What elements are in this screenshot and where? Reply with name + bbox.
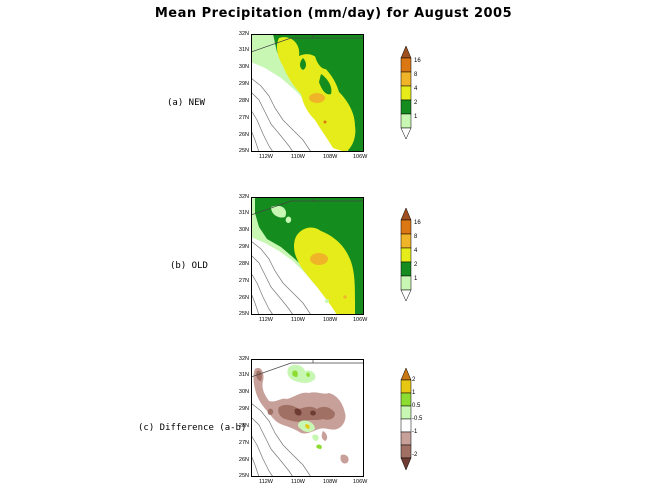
lat-label: 25N — [238, 473, 249, 479]
lat-label: 25N — [238, 148, 249, 154]
colorbar-precip-new — [400, 45, 412, 144]
colorbar-label: -2 — [412, 452, 418, 458]
lat-label: 26N — [238, 132, 249, 138]
precip-map-old — [250, 197, 364, 316]
diff-contour-neg-2 — [294, 408, 302, 416]
lat-label: 29N — [238, 81, 249, 87]
border — [250, 359, 364, 378]
lat-label: 30N — [238, 389, 249, 395]
lat-label: 27N — [238, 115, 249, 121]
lon-label: 110W — [291, 479, 305, 485]
lat-label: 29N — [238, 406, 249, 412]
lat-label: 26N — [238, 295, 249, 301]
panel-c-label: (c) Difference (a-b) — [138, 423, 247, 433]
lat-label: 26N — [238, 457, 249, 463]
lat-label: 32N — [238, 31, 249, 37]
coastline — [250, 402, 312, 478]
lon-label: 112W — [259, 317, 273, 323]
panel-a-label: (a) NEW — [167, 98, 205, 108]
precip-contour-8 — [310, 253, 328, 265]
colorbar-label: 8 — [414, 72, 418, 78]
lon-label: 106W — [353, 479, 368, 485]
colorbar-label: 2 — [414, 100, 418, 106]
panel-b-label: (b) OLD — [170, 261, 208, 271]
colorbar-label: 2 — [412, 377, 416, 383]
lat-label: 30N — [238, 64, 249, 70]
colorbar-label: 1 — [412, 390, 416, 396]
precip-contour-8 — [309, 93, 325, 103]
colorbar-label: 1 — [414, 276, 418, 282]
diff-contour-pos-2 — [305, 424, 310, 429]
precip-map-new — [250, 34, 364, 153]
lat-label: 25N — [238, 311, 249, 317]
lat-label: 28N — [238, 261, 249, 267]
colorbar-label: 16 — [414, 220, 421, 226]
map-panel-a — [250, 34, 364, 153]
lon-label: 106W — [353, 154, 368, 160]
lat-label: 31N — [238, 210, 249, 216]
figure-title: Mean Precipitation (mm/day) for August 2… — [154, 6, 513, 21]
lat-label: 28N — [238, 423, 249, 429]
lat-label: 32N — [238, 194, 249, 200]
lon-label: 112W — [259, 479, 273, 485]
diff-contour-pos-0.5 — [287, 364, 316, 383]
diff-contour-neg-1 — [256, 370, 262, 381]
lat-label: 28N — [238, 98, 249, 104]
colorbar-label: 1 — [414, 114, 418, 120]
lon-label: 108W — [323, 154, 338, 160]
lat-label: 31N — [238, 372, 249, 378]
lat-label: 32N — [238, 356, 249, 362]
map-panel-c — [250, 359, 364, 478]
lat-label: 27N — [238, 440, 249, 446]
colorbar-label: -1 — [412, 429, 418, 435]
colorbar-label: 2 — [414, 262, 418, 268]
colorbar-label: 4 — [414, 248, 418, 254]
lon-label: 108W — [323, 479, 338, 485]
lat-label: 29N — [238, 244, 249, 250]
lat-label: 30N — [238, 227, 249, 233]
map-panel-b — [250, 197, 364, 316]
colorbar-label: 0.5 — [412, 403, 421, 409]
coastline — [250, 240, 312, 316]
border — [250, 197, 364, 216]
precip-contour-4 — [294, 227, 355, 315]
lon-label: 108W — [323, 317, 338, 323]
lon-label: 110W — [291, 317, 305, 323]
colorbar-label: 4 — [414, 86, 418, 92]
colorbar-label: 16 — [414, 58, 421, 64]
coastline — [250, 77, 312, 153]
lon-label: 110W — [291, 154, 305, 160]
lon-label: 112W — [259, 154, 273, 160]
colorbar-precip-old — [400, 207, 412, 306]
lon-label: 106W — [353, 317, 368, 323]
diff-contour-pos-1 — [292, 370, 298, 377]
colorbar-label: -0.5 — [412, 416, 423, 422]
colorbar-difference — [400, 367, 412, 478]
colorbar-label: 8 — [414, 234, 418, 240]
lat-label: 31N — [238, 47, 249, 53]
precip-map-difference — [250, 359, 364, 478]
border — [250, 34, 364, 53]
lat-label: 27N — [238, 278, 249, 284]
